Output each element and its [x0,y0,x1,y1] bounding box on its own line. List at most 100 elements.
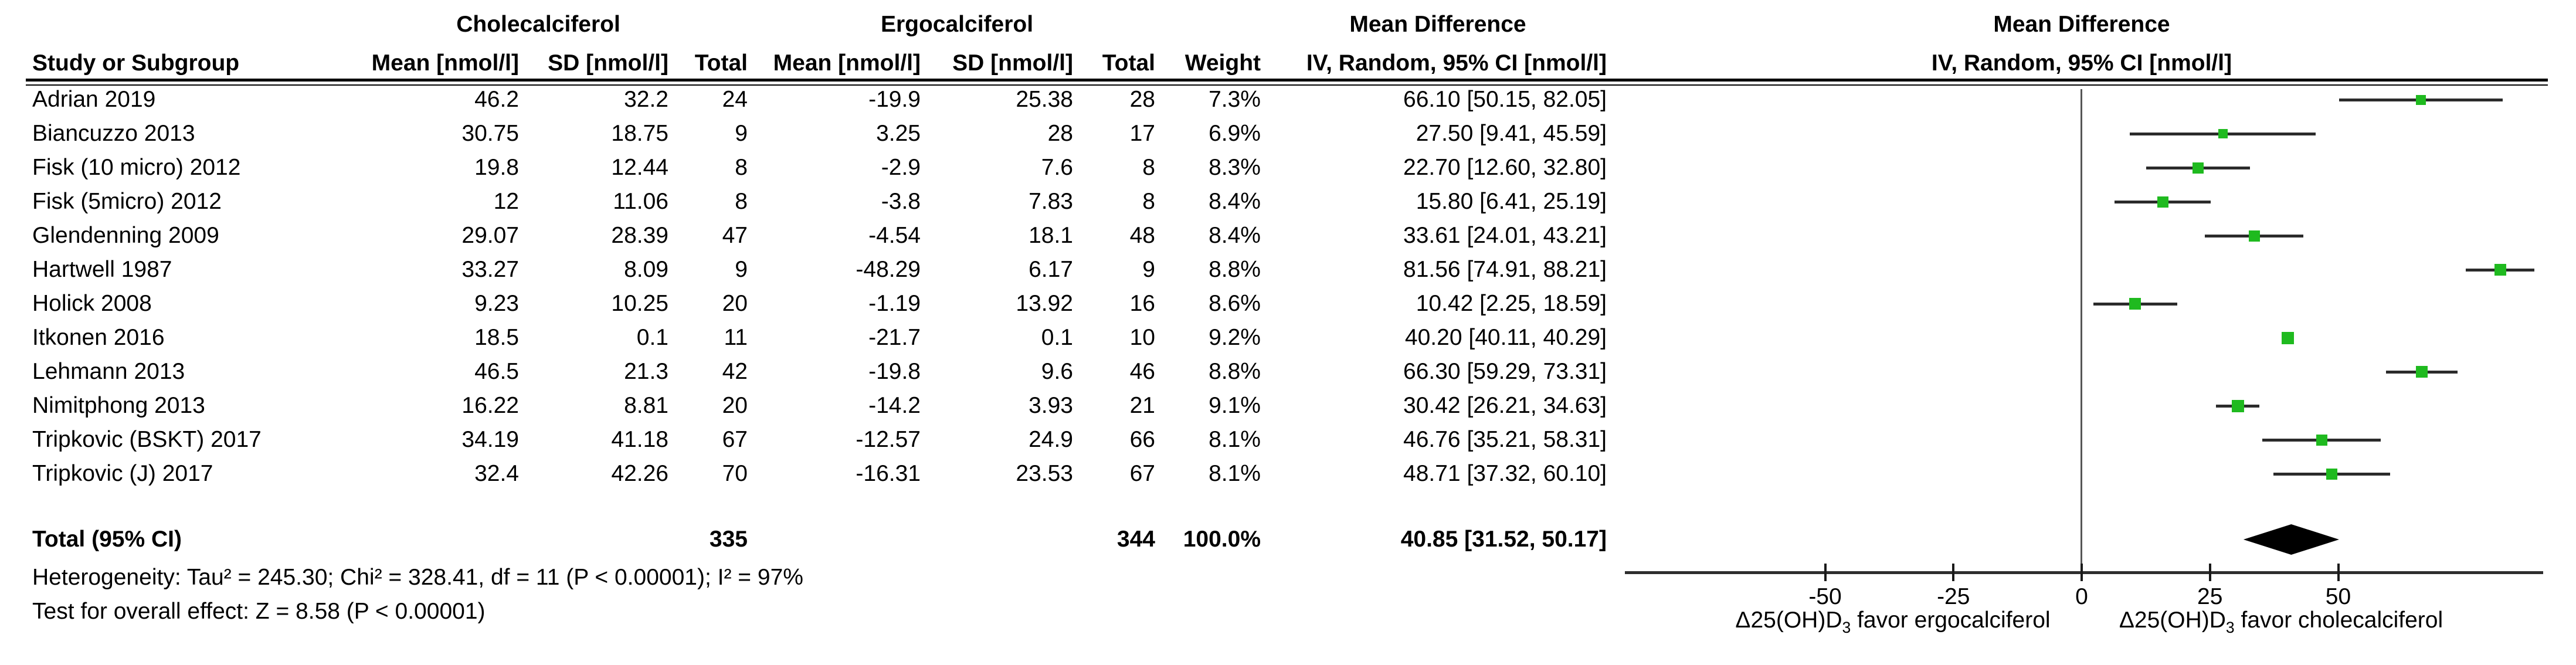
row-5-sd2: 6.17 [1029,257,1073,282]
overall-effect-test: Test for overall effect: Z = 8.58 (P < 0… [32,599,486,624]
row-6-weight: 8.6% [1209,291,1261,316]
row-3-weight: 8.4% [1209,189,1261,214]
row-8-weight: 8.8% [1209,359,1261,384]
row-8-ci: 66.30 [59.29, 73.31] [1403,359,1607,384]
point-estimate-marker-3 [2157,196,2168,208]
total-row-n-cholecalciferol: 335 [709,527,748,552]
row-8-mean1: 46.5 [474,359,519,384]
row-11-sd1: 42.26 [611,461,668,486]
row-4-study: Glendenning 2009 [32,223,219,248]
col-header-sd-1: SD [nmol/l] [548,50,668,76]
col-header-ci-plot: IV, Random, 95% CI [nmol/l] [1931,50,2232,76]
row-9-mean1: 16.22 [461,393,519,418]
row-7-study: Itkonen 2016 [32,325,165,350]
row-3-sd2: 7.83 [1029,189,1073,214]
row-3-study: Fisk (5micro) 2012 [32,189,222,214]
row-5-sd1: 8.09 [624,257,668,282]
group-header-mean-difference-plot: Mean Difference [1993,12,2170,37]
row-0-study: Adrian 2019 [32,87,156,112]
total-row-weight: 100.0% [1183,527,1261,552]
row-9-sd2: 3.93 [1029,393,1073,418]
row-0-mean2: -19.9 [868,87,921,112]
row-0-ci: 66.10 [50.15, 82.05] [1403,87,1607,112]
row-8-sd2: 9.6 [1041,359,1073,384]
row-7-weight: 9.2% [1209,325,1261,350]
row-8-total1: 42 [722,359,748,384]
total-row-n-ergocalciferol: 344 [1116,527,1155,552]
row-6-mean1: 9.23 [474,291,519,316]
point-estimate-marker-1 [2218,129,2228,138]
row-0-sd1: 32.2 [624,87,668,112]
point-estimate-marker-4 [2248,230,2260,242]
row-5-weight: 8.8% [1209,257,1261,282]
row-11-total2: 67 [1129,461,1155,486]
col-header-total-2: Total [1102,50,1155,76]
row-2-ci: 22.70 [12.60, 32.80] [1403,155,1607,180]
col-header-mean-1: Mean [nmol/l] [371,50,519,76]
row-10-mean2: -12.57 [856,427,921,452]
row-3-mean2: -3.8 [881,189,921,214]
row-11-ci: 48.71 [37.32, 60.10] [1403,461,1607,486]
row-9-ci: 30.42 [26.21, 34.63] [1403,393,1607,418]
row-4-mean2: -4.54 [868,223,921,248]
row-6-mean2: -1.19 [868,291,921,316]
row-0-total2: 28 [1129,87,1155,112]
zero-effect-line [2081,89,2082,572]
row-11-total1: 70 [722,461,748,486]
point-estimate-marker-11 [2326,468,2337,480]
total-row-ci: 40.85 [31.52, 50.17] [1400,527,1607,552]
row-10-total1: 67 [722,427,748,452]
row-4-mean1: 29.07 [461,223,519,248]
row-5-total1: 9 [735,257,748,282]
row-0-mean1: 46.2 [474,87,519,112]
row-8-mean2: -19.8 [868,359,921,384]
row-1-sd1: 18.75 [611,121,668,146]
row-9-total2: 21 [1129,393,1155,418]
row-11-sd2: 23.53 [1016,461,1073,486]
point-estimate-marker-0 [2415,94,2426,105]
row-4-sd2: 18.1 [1029,223,1073,248]
row-2-sd1: 12.44 [611,155,668,180]
row-1-total2: 17 [1129,121,1155,146]
row-7-ci: 40.20 [40.11, 40.29] [1404,325,1607,350]
heterogeneity-stats: Heterogeneity: Tau² = 245.30; Chi² = 328… [32,565,803,590]
x-axis-tick-label-25: 25 [2197,584,2223,609]
row-6-ci: 10.42 [2.25, 18.59] [1416,291,1607,316]
x-axis-tick--50 [1824,564,1827,581]
col-header-study: Study or Subgroup [32,50,240,76]
row-1-ci: 27.50 [9.41, 45.59] [1416,121,1607,146]
row-6-sd2: 13.92 [1016,291,1073,316]
row-4-total1: 47 [722,223,748,248]
group-header-mean-difference-text: Mean Difference [1349,12,1526,37]
row-2-total2: 8 [1142,155,1155,180]
row-10-total2: 66 [1129,427,1155,452]
header-rule-thin [26,84,2548,86]
row-10-mean1: 34.19 [461,427,519,452]
pooled-effect-diamond [2243,524,2339,555]
x-axis-tick-label-0: 0 [2075,584,2088,609]
row-10-sd1: 41.18 [611,427,668,452]
row-0-total1: 24 [722,87,748,112]
row-7-mean1: 18.5 [474,325,519,350]
row-10-weight: 8.1% [1209,427,1261,452]
row-4-weight: 8.4% [1209,223,1261,248]
col-header-total-1: Total [694,50,748,76]
row-9-sd1: 8.81 [624,393,668,418]
row-2-total1: 8 [735,155,748,180]
row-4-ci: 33.61 [24.01, 43.21] [1403,223,1607,248]
row-3-total1: 8 [735,189,748,214]
row-1-mean2: 3.25 [876,121,921,146]
point-estimate-marker-9 [2231,399,2244,412]
row-1-study: Biancuzzo 2013 [32,121,195,146]
row-7-sd2: 0.1 [1041,325,1073,350]
point-estimate-marker-5 [2494,264,2506,276]
row-9-study: Nimitphong 2013 [32,393,205,418]
row-10-study: Tripkovic (BSKT) 2017 [32,427,262,452]
col-header-weight: Weight [1185,50,1261,76]
row-0-weight: 7.3% [1209,87,1261,112]
x-axis-tick-0 [2081,564,2083,581]
point-estimate-marker-6 [2129,298,2141,310]
row-1-weight: 6.9% [1209,121,1261,146]
row-9-weight: 9.1% [1209,393,1261,418]
